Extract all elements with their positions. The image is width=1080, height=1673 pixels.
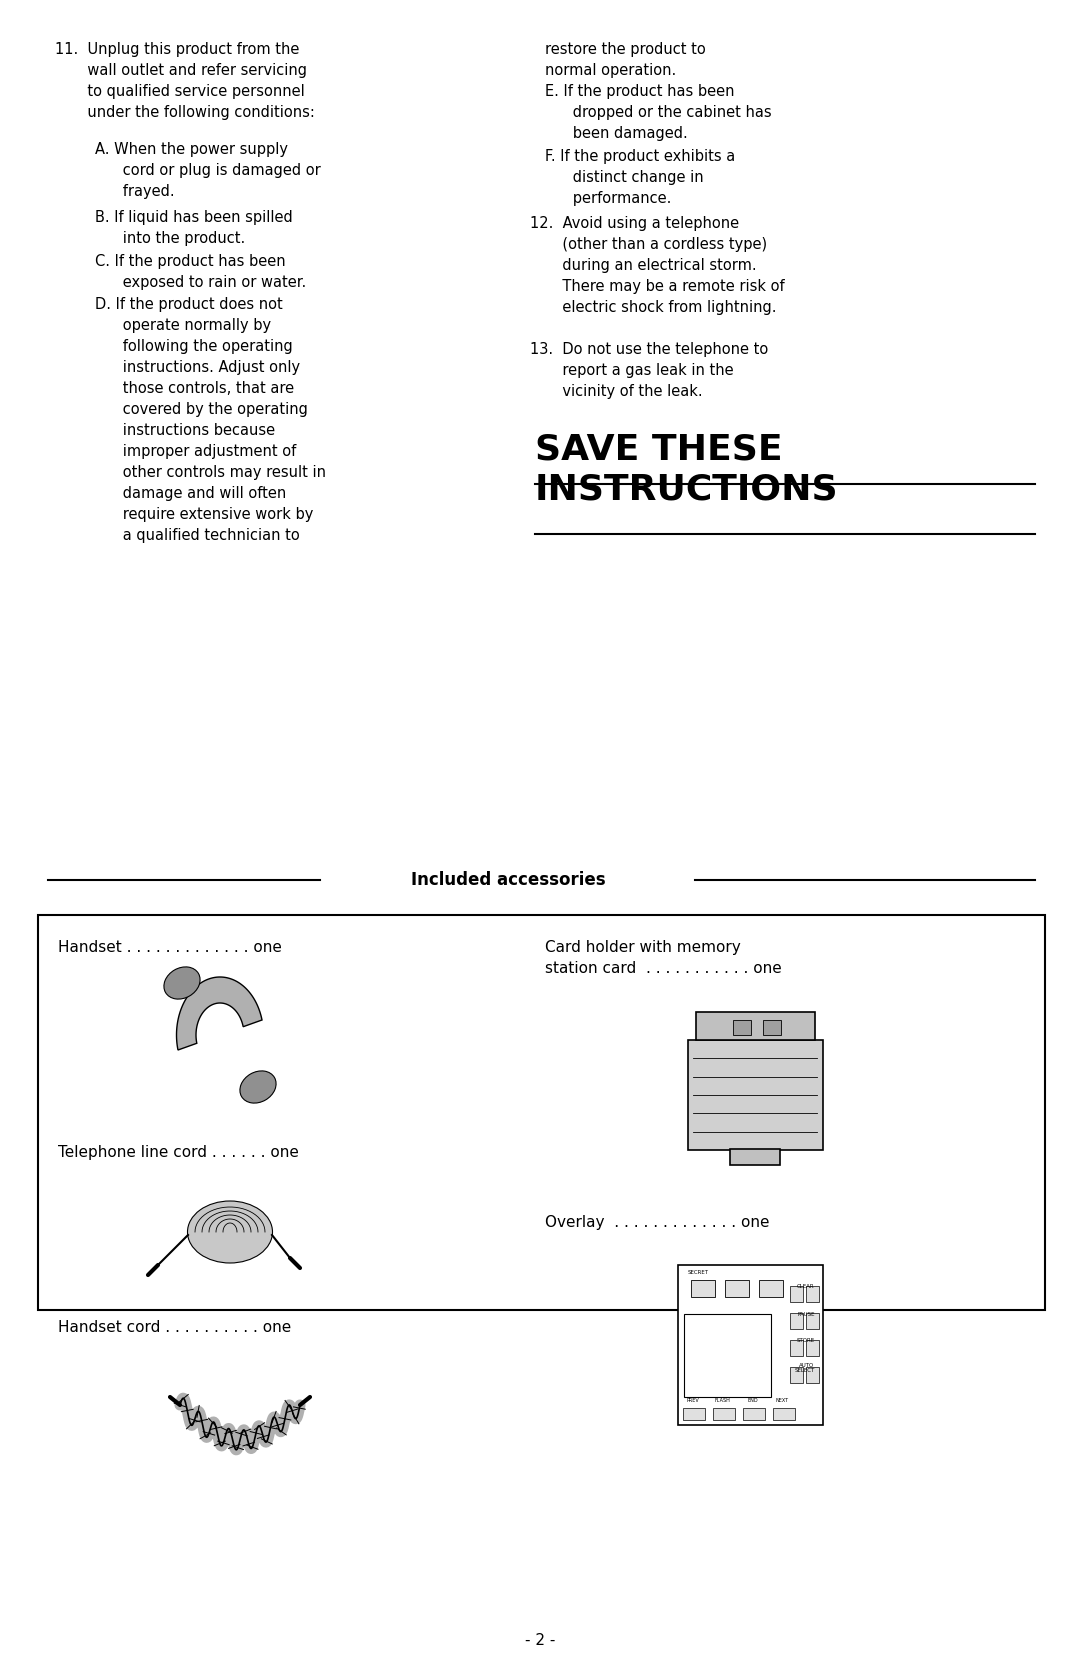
Text: STORE: STORE (796, 1338, 814, 1343)
Bar (688, 1041, 823, 1149)
Bar (691, 1280, 715, 1297)
Text: A. When the power supply
      cord or plug is damaged or
      frayed.: A. When the power supply cord or plug is… (95, 142, 321, 199)
Text: SAVE THESE
INSTRUCTIONS: SAVE THESE INSTRUCTIONS (535, 432, 839, 507)
Bar (713, 1409, 734, 1420)
Bar (730, 1149, 780, 1164)
Bar (725, 1280, 750, 1297)
Bar (789, 1313, 802, 1328)
Text: - 2 -: - 2 - (525, 1633, 555, 1648)
Bar (677, 1265, 823, 1425)
Text: 12.  Avoid using a telephone
       (other than a cordless type)
       during a: 12. Avoid using a telephone (other than … (530, 216, 785, 315)
Bar (789, 1287, 802, 1302)
Bar (762, 1021, 781, 1036)
Text: FLASH: FLASH (715, 1399, 730, 1404)
Ellipse shape (164, 967, 200, 999)
Text: PAUSE: PAUSE (797, 1312, 814, 1317)
Text: E. If the product has been
      dropped or the cabinet has
      been damaged.: E. If the product has been dropped or th… (545, 84, 771, 141)
Ellipse shape (188, 1201, 272, 1263)
Text: PREV: PREV (686, 1399, 699, 1404)
Bar (789, 1340, 802, 1357)
Text: 11.  Unplug this product from the
       wall outlet and refer servicing
       : 11. Unplug this product from the wall ou… (55, 42, 315, 120)
Text: C. If the product has been
      exposed to rain or water.: C. If the product has been exposed to ra… (95, 254, 307, 289)
Bar (806, 1313, 819, 1328)
Bar (806, 1367, 819, 1384)
Text: END: END (747, 1399, 758, 1404)
Bar (772, 1409, 795, 1420)
Bar (806, 1340, 819, 1357)
Text: D. If the product does not
      operate normally by
      following the operati: D. If the product does not operate norma… (95, 298, 326, 544)
Text: Card holder with memory
station card  . . . . . . . . . . . one: Card holder with memory station card . .… (545, 940, 782, 975)
Text: SECRET: SECRET (688, 1270, 708, 1275)
Text: F. If the product exhibits a
      distinct change in
      performance.: F. If the product exhibits a distinct ch… (545, 149, 735, 206)
Ellipse shape (240, 1071, 276, 1103)
Text: Telephone line cord . . . . . . one: Telephone line cord . . . . . . one (58, 1144, 299, 1159)
Bar (806, 1287, 819, 1302)
Bar (733, 1021, 751, 1036)
Text: B. If liquid has been spilled
      into the product.: B. If liquid has been spilled into the p… (95, 211, 293, 246)
Bar (759, 1280, 783, 1297)
Bar (38, 915, 1045, 1310)
Bar (684, 1313, 770, 1397)
Text: Handset cord . . . . . . . . . . one: Handset cord . . . . . . . . . . one (58, 1320, 292, 1335)
Text: Overlay  . . . . . . . . . . . . . one: Overlay . . . . . . . . . . . . . one (545, 1215, 769, 1230)
Text: AUTO
SELECT: AUTO SELECT (794, 1362, 814, 1374)
Bar (789, 1367, 802, 1384)
Bar (683, 1409, 704, 1420)
Text: restore the product to
normal operation.: restore the product to normal operation. (545, 42, 705, 79)
Text: Included accessories: Included accessories (410, 872, 605, 888)
Bar (743, 1409, 765, 1420)
Text: Handset . . . . . . . . . . . . . one: Handset . . . . . . . . . . . . . one (58, 940, 282, 955)
Text: NEXT: NEXT (775, 1399, 789, 1404)
Bar (696, 1012, 814, 1041)
Polygon shape (176, 977, 262, 1051)
Text: CLEAR: CLEAR (797, 1285, 814, 1290)
Text: 13.  Do not use the telephone to
       report a gas leak in the
       vicinity: 13. Do not use the telephone to report a… (530, 341, 768, 398)
